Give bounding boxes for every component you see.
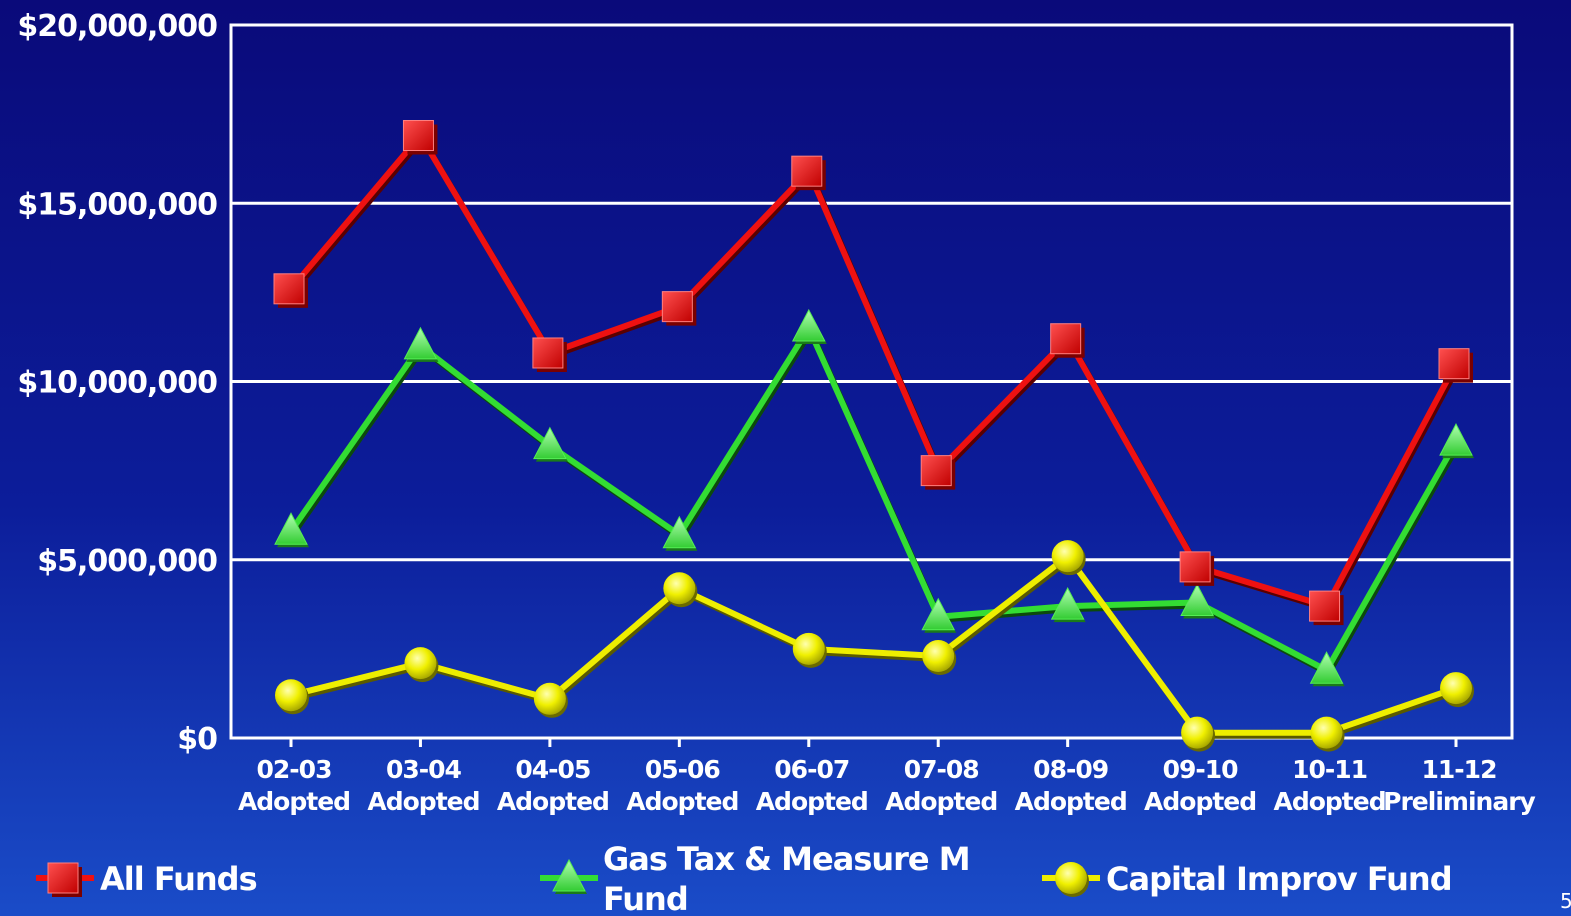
legend-label-1: Gas Tax & Measure M Fund <box>603 840 970 916</box>
gridlines <box>231 201 1512 562</box>
series-1-point-4 <box>791 308 827 345</box>
series-0 <box>273 120 1473 626</box>
series-1-line <box>288 325 1459 674</box>
series-0-point-5 <box>920 455 956 490</box>
legend-marker-0 <box>47 862 82 897</box>
y-axis: $0 $5,000,000 $10,000,000 $15,000,000 $20,00… <box>17 9 218 757</box>
series-1-point-3 <box>662 515 698 551</box>
legend-marker-1 <box>552 858 587 894</box>
series-1-point-9 <box>1439 423 1474 459</box>
x-tick-label-5: 07-08 Adopted <box>885 755 997 816</box>
legend-marker-2 <box>1055 862 1089 897</box>
page-number: 5 <box>1560 889 1571 913</box>
series-0-point-3 <box>661 291 697 326</box>
series-layer <box>273 120 1474 752</box>
series-0-point-2 <box>532 337 567 372</box>
x-tick-label-7: 09-10 Adopted <box>1144 755 1256 816</box>
series-0-point-9 <box>1438 348 1473 383</box>
legend-item-0: All Funds <box>36 860 258 898</box>
series-2-point-9 <box>1440 672 1474 708</box>
series-2-point-5 <box>922 640 957 676</box>
series-2 <box>275 540 1474 752</box>
series-2-point-2 <box>533 682 568 718</box>
series-1 <box>274 308 1474 687</box>
y-tick-label-1: $5,000,000 <box>37 544 217 579</box>
x-tick-label-6: 08-09 Adopted <box>1015 755 1127 816</box>
series-0-point-4 <box>791 155 826 191</box>
series-2-point-1 <box>404 647 439 683</box>
series-0-point-1 <box>402 120 438 155</box>
x-tick-label-3: 05-06 Adopted <box>626 755 738 816</box>
x-tick-label-2: 04-05 Adopted <box>497 755 609 816</box>
x-tick-label-1: 03-04 Adopted <box>367 755 479 816</box>
y-tick-label-2: $10,000,000 <box>17 366 217 401</box>
y-tick-label-4: $20,000,000 <box>17 9 217 44</box>
legend-item-2: Capital Improv Fund <box>1042 860 1453 898</box>
series-2-point-0 <box>275 679 309 715</box>
x-tick-label-9: 11-12 Preliminary <box>1383 755 1535 816</box>
series-2-point-4 <box>792 632 827 668</box>
legend-label-0: All Funds <box>100 860 257 898</box>
series-0-point-8 <box>1309 590 1344 626</box>
series-0-shadow <box>290 135 1461 613</box>
series-1-point-2 <box>533 426 568 462</box>
series-1-point-7 <box>1180 583 1216 619</box>
series-2-point-3 <box>663 572 698 608</box>
series-2-point-6 <box>1051 540 1086 576</box>
series-2-point-8 <box>1310 716 1345 752</box>
series-1-point-5 <box>921 597 957 633</box>
y-tick-label-0: $0 <box>177 722 217 757</box>
x-tick-label-8: 10-11 Adopted <box>1273 755 1385 816</box>
series-1-point-1 <box>403 326 439 362</box>
legend: All Funds Gas Tax & Measure M Fund Capital … <box>36 840 1453 916</box>
x-axis: 02-03 Adopted 03-04 Adopted 04-05 Adopted 05-0… <box>238 738 1537 816</box>
series-0-point-7 <box>1179 551 1215 586</box>
series-1-point-0 <box>274 512 309 548</box>
series-0-line <box>288 132 1459 610</box>
y-tick-label-3: $15,000,000 <box>17 187 217 222</box>
series-1-point-6 <box>1050 587 1086 623</box>
legend-label-2: Capital Improv Fund <box>1106 860 1452 898</box>
series-0-point-6 <box>1050 323 1085 358</box>
series-0-point-0 <box>273 273 308 308</box>
series-2-line <box>290 553 1457 736</box>
x-tick-label-0: 02-03 Adopted <box>238 755 350 816</box>
series-2-point-7 <box>1181 716 1216 752</box>
series-1-point-8 <box>1309 651 1345 687</box>
x-tick-label-4: 06-07 Adopted <box>756 755 868 816</box>
legend-item-1: Gas Tax & Measure M Fund <box>540 840 971 916</box>
